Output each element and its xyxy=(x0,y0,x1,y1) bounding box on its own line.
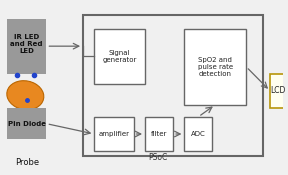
Bar xyxy=(145,117,173,151)
Text: amplifier: amplifier xyxy=(98,131,130,137)
Text: Probe: Probe xyxy=(15,158,39,167)
Bar xyxy=(94,29,145,84)
Bar xyxy=(184,29,246,105)
Text: LCD: LCD xyxy=(270,86,286,95)
Text: IR LED
and Red
LED: IR LED and Red LED xyxy=(10,34,43,54)
Text: SpO2 and
pulse rate
detection: SpO2 and pulse rate detection xyxy=(198,57,233,77)
Text: PSoC: PSoC xyxy=(148,153,167,162)
Ellipse shape xyxy=(7,81,44,110)
Bar xyxy=(94,117,134,151)
Text: filter: filter xyxy=(151,131,167,137)
Bar xyxy=(7,19,46,74)
Bar xyxy=(83,15,263,156)
Text: Pin Diode: Pin Diode xyxy=(8,121,46,127)
Text: Signal
generator: Signal generator xyxy=(103,50,137,63)
Bar xyxy=(184,117,213,151)
Bar xyxy=(7,108,46,139)
Bar xyxy=(270,74,286,108)
Text: ADC: ADC xyxy=(191,131,206,137)
